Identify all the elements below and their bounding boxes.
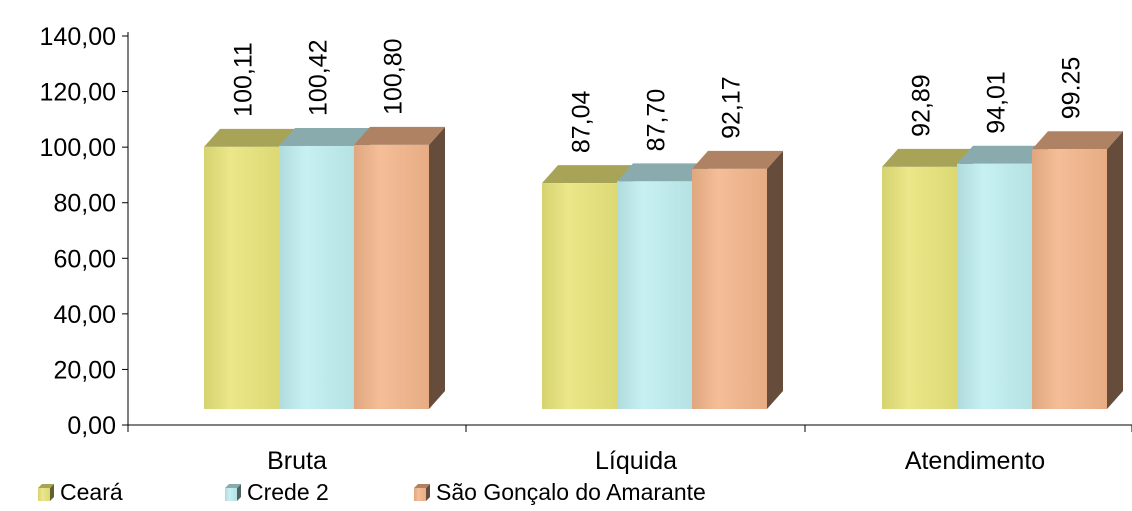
legend-swatch-top [225,484,241,488]
y-tick-label: 140,00 [40,23,116,51]
legend-swatch-side [50,484,54,501]
bar [1032,131,1123,409]
y-tick-label: 20,00 [53,356,116,384]
data-label: 100,11 [230,42,258,117]
bar-front-face [204,146,279,409]
x-category-label: Atendimento [905,447,1045,475]
bar-top-face [204,128,295,147]
bar-front-face [692,168,767,409]
bars-layer [204,126,1123,410]
legend-swatch-top [38,484,54,488]
legend-swatch-top [414,484,430,488]
bar-top-face [542,165,633,184]
bar [692,150,783,409]
y-tick-label: 0,00 [67,412,116,440]
y-tick-label: 120,00 [40,79,116,107]
bar-front-face [957,163,1032,409]
bar-top-face [882,148,973,167]
legend-label: Ceará [60,479,123,505]
data-label: 99.25 [1058,57,1086,120]
y-tick-label: 40,00 [53,301,116,329]
data-labels-layer: 100,11 100,42 100,80 87,04 87,70 92,17 92,89 94… [230,38,1086,153]
y-tick-label: 60,00 [53,245,116,273]
y-tick-label: 100,00 [40,134,116,162]
legend-swatch [414,488,426,501]
data-label: 92,89 [908,74,936,137]
legend-swatch-side [237,484,241,501]
data-label: 100,42 [305,40,333,116]
legend-swatch-side [426,484,430,501]
x-category-label: Bruta [267,447,327,475]
bar-front-face [354,144,429,410]
legend: Ceará Crede 2 São Gonçalo do Amarante [38,479,706,505]
data-label: 100,80 [380,38,408,114]
data-label: 92,17 [718,76,746,139]
bar-top-face [354,126,445,145]
bar-top-face [1032,131,1123,150]
bar-top-face [957,145,1048,164]
y-tick-label: 80,00 [53,190,116,218]
data-label: 87,04 [568,90,596,153]
bar [354,126,445,410]
axis-layer: 0,00 20,00 40,00 60,00 80,00 100,00 120,00 140,… [40,23,1132,475]
x-category-label: Líquida [595,447,677,475]
legend-swatch [38,488,50,501]
bar-top-face [617,163,708,182]
bar-front-face [617,181,692,409]
legend-label: Crede 2 [247,479,329,505]
bar-front-face [882,166,957,409]
bar-top-face [279,127,370,146]
legend-label: São Gonçalo do Amarante [436,479,706,505]
bar-front-face [1032,149,1107,409]
legend-item: Crede 2 [225,479,329,505]
legend-item: Ceará [38,479,123,505]
bar-front-face [542,183,617,409]
legend-swatch [225,488,237,501]
bar-front-face [279,145,354,409]
legend-item: São Gonçalo do Amarante [414,479,706,505]
data-label: 87,70 [643,89,671,152]
data-label: 94,01 [983,71,1011,134]
bar-side-face [429,126,445,410]
bar-side-face [767,150,783,409]
bar-side-face [1107,131,1123,409]
bar-top-face [692,150,783,169]
